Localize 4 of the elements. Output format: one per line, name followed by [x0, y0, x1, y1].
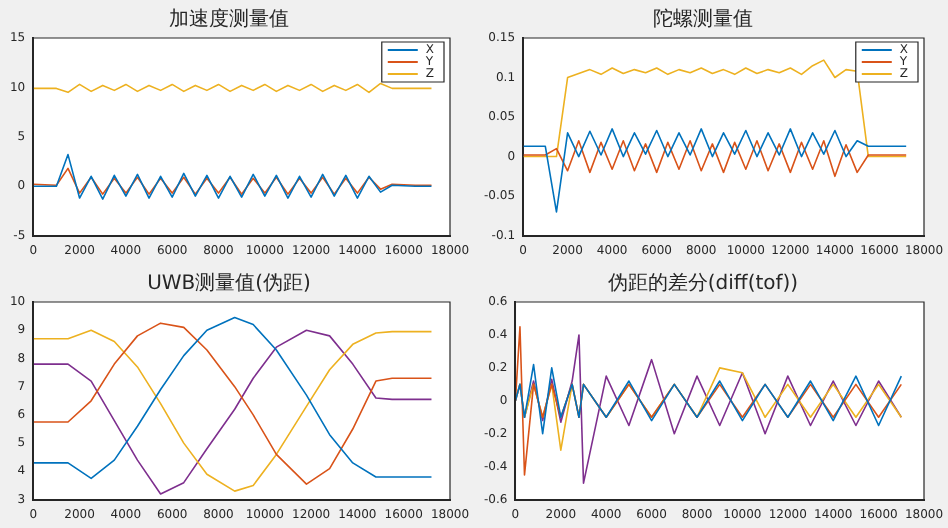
chart-title: 陀螺测量值	[653, 7, 753, 32]
chart-title: 伪距的差分(diff(tof))	[607, 271, 799, 296]
chart-title: UWB测量值(伪距)	[147, 271, 312, 296]
chart-title: 加速度测量值	[169, 7, 289, 32]
